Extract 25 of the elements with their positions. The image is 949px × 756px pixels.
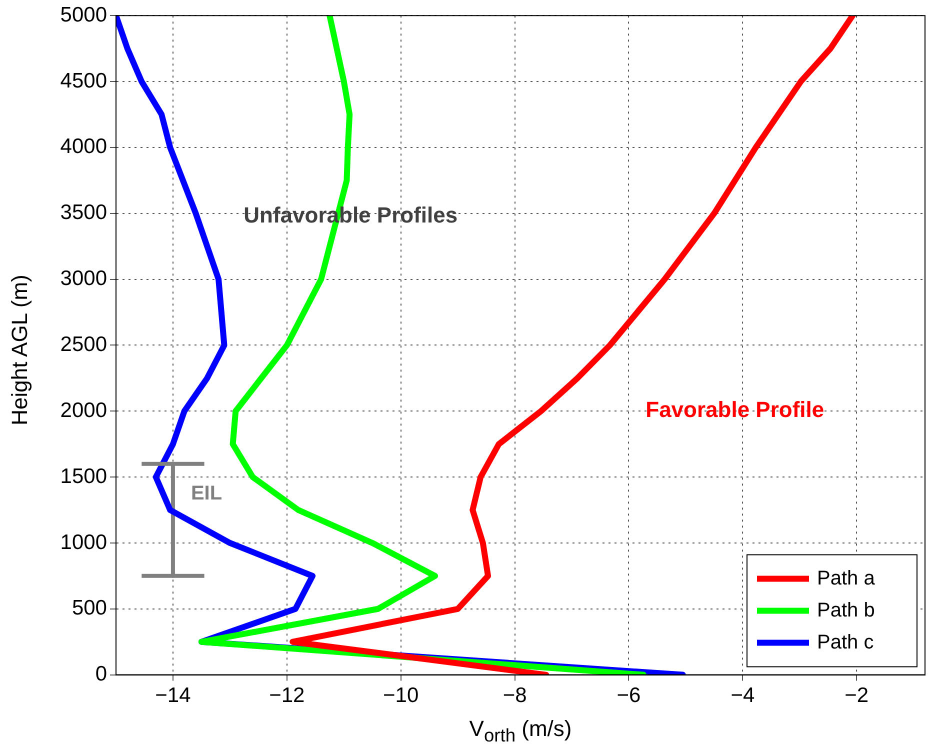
x-tick-label: −10 xyxy=(383,684,419,708)
series-label: EIL xyxy=(190,482,222,504)
legend-label: Path a xyxy=(817,567,876,590)
y-tick-label: 4000 xyxy=(60,135,107,158)
x-axis-title: V$_{orth}$ (m/s) xyxy=(468,716,573,746)
y-tick-label: 4500 xyxy=(60,69,107,92)
y-tick-label: 1500 xyxy=(60,464,107,488)
x-tick-label: −14 xyxy=(155,684,192,708)
y-tick-label: 3500 xyxy=(60,201,107,224)
y-tick-label: 3000 xyxy=(60,267,107,290)
x-tick-label: −2 xyxy=(844,684,869,708)
y-tick-label: 500 xyxy=(72,596,107,620)
y-tick-label: 1000 xyxy=(60,530,107,554)
x-tick-label: −4 xyxy=(730,684,755,708)
legend-label: Path c xyxy=(817,631,874,654)
y-axis-title: Height AGL (m) xyxy=(7,274,33,428)
y-tick-label: 0 xyxy=(95,662,107,686)
annotation: Favorable Profile xyxy=(646,397,824,422)
y-tick-label: 5000 xyxy=(60,3,107,26)
y-tick-label: 2000 xyxy=(60,398,107,422)
x-tick-label: −12 xyxy=(269,684,305,708)
x-tick-label: −8 xyxy=(502,684,527,708)
y-tick-label: 2500 xyxy=(60,332,107,356)
legend-label: Path b xyxy=(817,599,875,622)
x-tick-label: −6 xyxy=(616,684,641,708)
